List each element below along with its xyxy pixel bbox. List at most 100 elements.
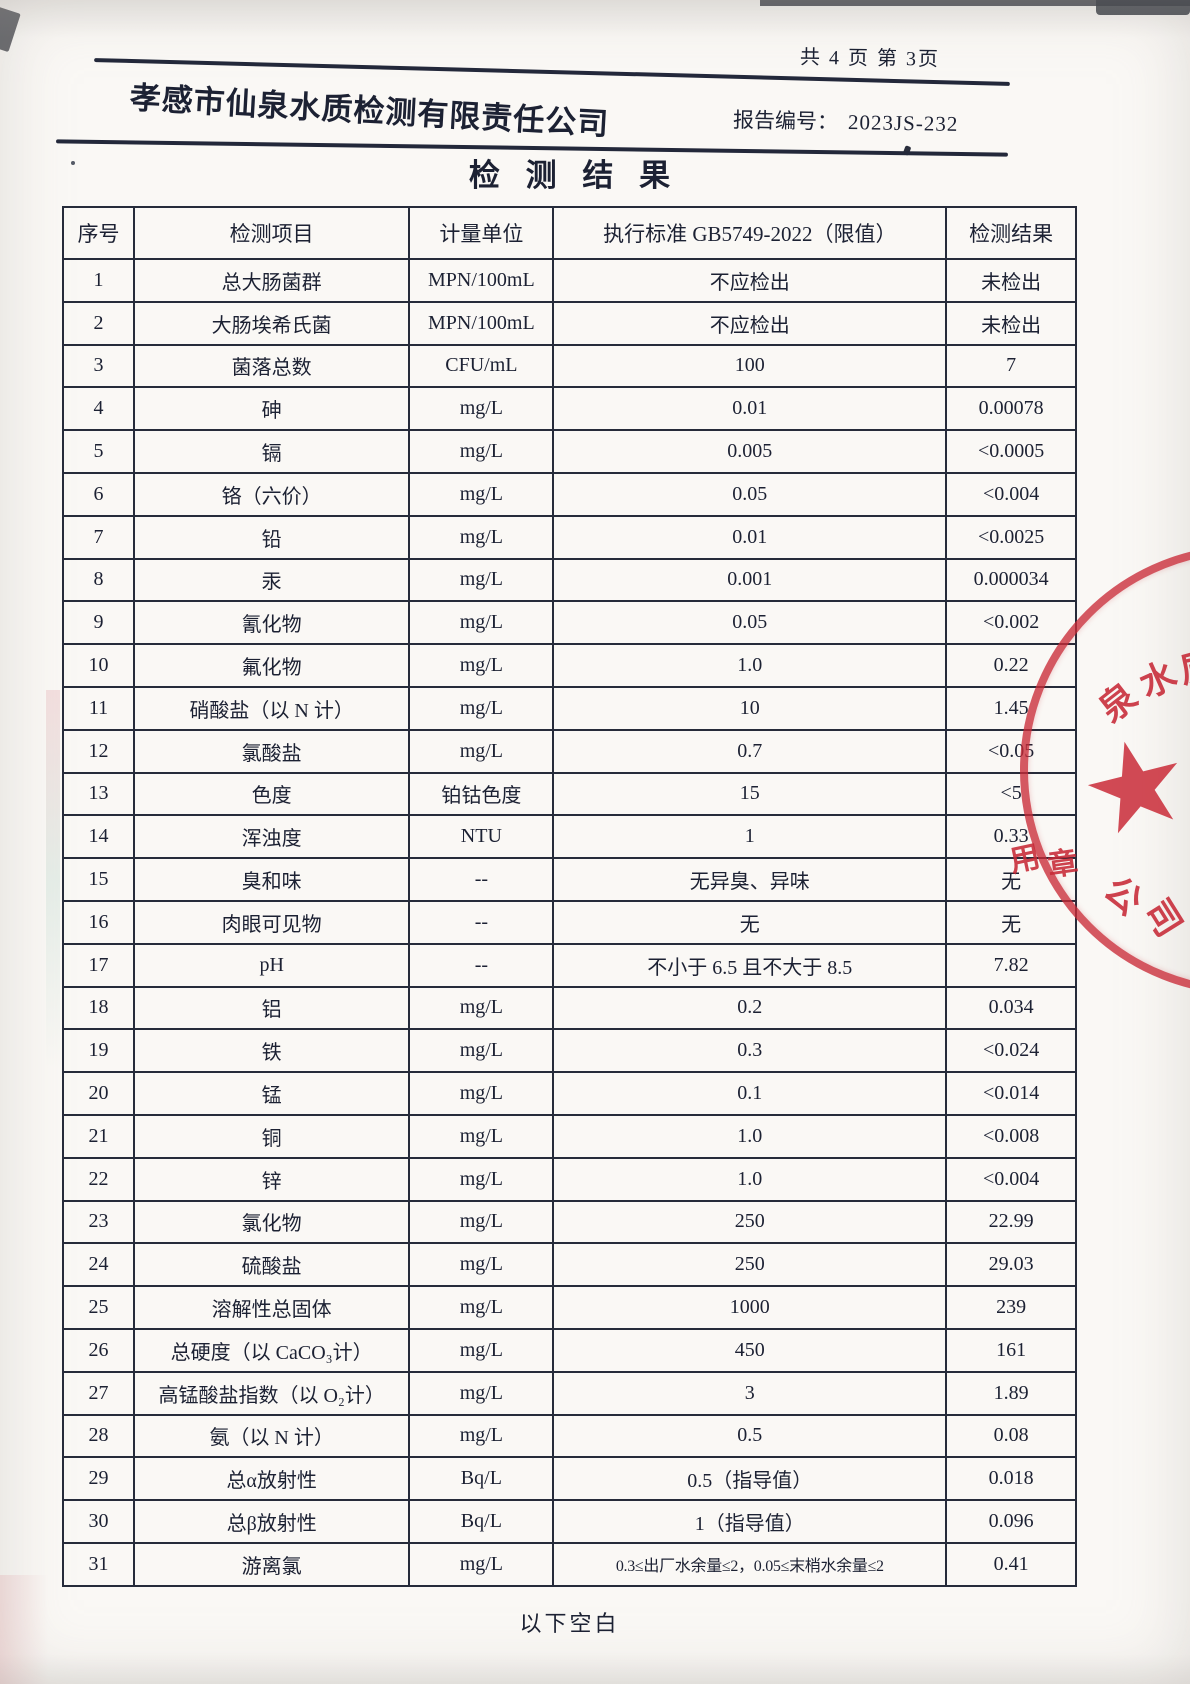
stamp-inner-char: 用	[1006, 840, 1043, 879]
cell-standard: 不应检出	[552, 258, 948, 303]
company-seal-stamp: ★ 泉 水 质 检 公 司 用 章	[1007, 545, 1190, 995]
cell-unit: --	[408, 942, 555, 988]
cell-unit: mg/L	[408, 643, 555, 688]
table-row: 1 总大肠菌群 MPN/100mL 不应检出 未检出	[62, 258, 1077, 303]
cell-unit: --	[408, 899, 555, 945]
report-number-value: 2023JS-232	[847, 110, 959, 136]
cell-unit: mg/L	[408, 1370, 555, 1416]
cell-index: 23	[62, 1199, 135, 1245]
table-row: 19 铁 mg/L 0.3 <0.024	[62, 1028, 1077, 1074]
cell-index: 5	[62, 429, 135, 474]
table-row: 27 高锰酸盐指数（以 O₂计） mg/L 3 1.89	[62, 1370, 1077, 1416]
cell-result: <0.004	[945, 1156, 1077, 1202]
cell-item: 总α放射性	[132, 1456, 411, 1502]
table-row: 22 锌 mg/L 1.0 <0.004	[62, 1156, 1077, 1202]
cell-standard: 100	[552, 343, 948, 389]
cell-item: 总硬度（以 CaCO₃计）	[132, 1327, 411, 1373]
table-row: 4 砷 mg/L 0.01 0.00078	[62, 386, 1077, 432]
cell-standard: 250	[552, 1199, 948, 1245]
scan-artifact	[760, 0, 1190, 6]
table-row: 15 臭和味 -- 无异臭、异味无	[62, 857, 1077, 902]
cell-index: 24	[62, 1242, 135, 1288]
results-table-body: 1 总大肠菌群 MPN/100mL 不应检出 未检出 2 大肠埃希氏菌 MPN/100mL 不应…	[62, 258, 1077, 1587]
table-header-row: 序号 检测项目 计量单位 执行标准 GB5749-2022（限值） 检测结果	[62, 206, 1077, 260]
cell-result: 239	[945, 1285, 1077, 1330]
cell-item: pH	[132, 942, 411, 988]
cell-item: 氨（以 N 计）	[132, 1413, 411, 1459]
cell-result: 0.018	[945, 1456, 1077, 1502]
column-header-standard: 执行标准 GB5749-2022（限值）	[552, 206, 948, 260]
cell-item: 铬（六价）	[132, 471, 411, 517]
cell-result: 未检出	[945, 300, 1077, 346]
cell-index: 15	[62, 857, 135, 902]
cell-item: 高锰酸盐指数（以 O₂计）	[132, 1370, 411, 1416]
cell-item: 浑浊度	[132, 814, 411, 860]
cell-unit: mg/L	[408, 1199, 555, 1245]
table-row: 18 铝 mg/L 0.2 0.034	[62, 985, 1077, 1031]
cell-result: 22.99	[945, 1199, 1077, 1245]
cell-result: <0.002	[945, 600, 1077, 646]
cell-unit: --	[408, 857, 555, 902]
cell-unit: mg/L	[408, 1413, 555, 1459]
cell-item: 总大肠菌群	[132, 258, 411, 303]
cell-result: 29.03	[945, 1242, 1077, 1288]
cell-standard: 0.01	[552, 514, 948, 560]
table-row: 20 锰 mg/L 0.1 <0.014	[62, 1071, 1077, 1116]
cell-index: 16	[62, 899, 135, 945]
scan-artifact	[0, 1575, 48, 1684]
cell-index: 2	[62, 300, 135, 346]
cell-standard: 0.7	[552, 728, 948, 774]
table-row: 3 菌落总数 CFU/mL 100 7	[62, 343, 1077, 389]
cell-unit: mg/L	[408, 685, 555, 731]
cell-unit: mg/L	[408, 1156, 555, 1202]
cell-standard: 0.3≤出厂水余量≤2，0.05≤末梢水余量≤2	[552, 1541, 948, 1587]
cell-unit: mg/L	[408, 1028, 555, 1074]
cell-standard: 0.05	[552, 471, 948, 517]
cell-unit: mg/L	[408, 1285, 555, 1330]
table-row: 2 大肠埃希氏菌 MPN/100mL 不应检出 未检出	[62, 300, 1077, 346]
scan-artifact	[46, 690, 60, 1070]
cell-result: 0.08	[945, 1413, 1077, 1459]
cell-standard: 10	[552, 685, 948, 731]
cell-standard: 0.01	[552, 386, 948, 432]
table-row: 26 总硬度（以 CaCO₃计） mg/L 450 161	[62, 1327, 1077, 1373]
page-number: 共 4 页 第 3页	[799, 46, 941, 71]
cell-standard: 3	[552, 1370, 948, 1416]
cell-index: 11	[62, 685, 135, 731]
cell-standard: 1.0	[552, 643, 948, 688]
cell-item: 溶解性总固体	[132, 1285, 411, 1330]
table-row: 12 氯酸盐 mg/L 0.7 <0.05	[62, 728, 1077, 774]
cell-unit: mg/L	[408, 471, 555, 517]
cell-item: 氯化物	[132, 1199, 411, 1245]
cell-standard: 0.05	[552, 600, 948, 646]
cell-result: 0.096	[945, 1499, 1077, 1544]
column-header-unit: 计量单位	[408, 206, 555, 260]
cell-standard: 0.1	[552, 1071, 948, 1116]
cell-item: 菌落总数	[132, 343, 411, 389]
table-row: 29 总α放射性 Bq/L 0.5（指导值） 0.018	[62, 1456, 1077, 1502]
cell-result: 7	[945, 343, 1077, 389]
cell-standard: 0.5（指导值）	[552, 1456, 948, 1502]
cell-unit: mg/L	[408, 386, 555, 432]
cell-item: 色度	[132, 771, 411, 817]
cell-standard: 不小于 6.5 且不大于 8.5	[552, 942, 948, 988]
cell-standard: 450	[552, 1327, 948, 1373]
cell-item: 硝酸盐（以 N 计）	[132, 685, 411, 731]
table-row: 11 硝酸盐（以 N 计） mg/L 10 1.45	[62, 685, 1077, 731]
cell-standard: 无异臭、异味	[552, 857, 948, 902]
cell-item: 汞	[132, 557, 411, 603]
cell-unit: mg/L	[408, 429, 555, 474]
cell-item: 铁	[132, 1028, 411, 1074]
cell-standard: 无	[552, 899, 948, 945]
cell-standard: 0.2	[552, 985, 948, 1031]
cell-standard: 250	[552, 1242, 948, 1288]
cell-unit: mg/L	[408, 728, 555, 774]
cell-item: 肉眼可见物	[132, 899, 411, 945]
cell-item: 砷	[132, 386, 411, 432]
cell-item: 硫酸盐	[132, 1242, 411, 1288]
report-number: 报告编号： 2023JS-232	[733, 104, 959, 138]
cell-item: 氰化物	[132, 600, 411, 646]
column-header-result: 检测结果	[945, 206, 1077, 260]
cell-item: 总β放射性	[132, 1499, 411, 1544]
table-row: 5 镉 mg/L 0.005 <0.0005	[62, 429, 1077, 474]
